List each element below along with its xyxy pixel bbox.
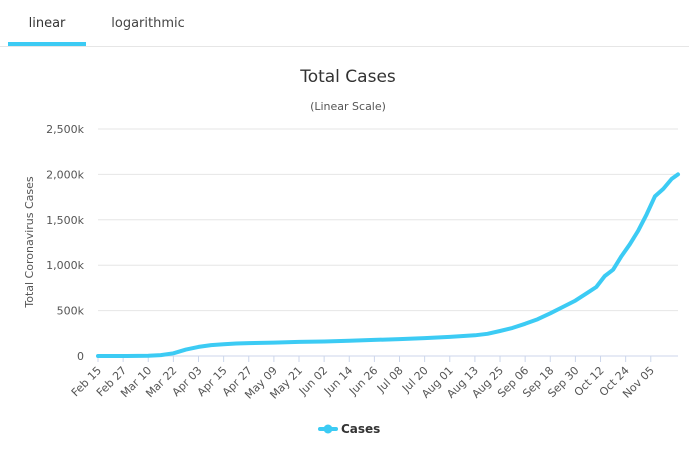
chart-scale-tabs: linear logarithmic xyxy=(0,0,689,47)
y-axis-label: Total Coronavirus Cases xyxy=(23,176,36,309)
series-line-cases xyxy=(96,172,680,358)
active-tab-indicator xyxy=(8,42,86,46)
legend[interactable]: Cases xyxy=(318,422,380,436)
y-tick-label: 2,000k xyxy=(46,168,84,181)
total-cases-chart: Total Cases (Linear Scale) 0 500k 1,000k 1,… xyxy=(23,67,680,436)
y-tick-label: 500k xyxy=(57,305,85,318)
y-tick-label: 1,500k xyxy=(46,214,84,227)
y-axis: 0 500k 1,000k 1,500k 2,000k 2,500k xyxy=(46,123,84,363)
gridlines xyxy=(98,128,678,357)
chart-title: Total Cases xyxy=(299,67,396,87)
y-tick-label: 1,000k xyxy=(46,259,84,272)
tab-logarithmic[interactable]: logarithmic xyxy=(111,16,185,31)
tab-linear[interactable]: linear xyxy=(28,16,66,31)
x-tick-label: Jul 08 xyxy=(374,364,406,396)
legend-cases-label[interactable]: Cases xyxy=(341,422,380,436)
y-tick-label: 0 xyxy=(77,350,84,363)
legend-cases-marker xyxy=(323,424,333,434)
series-cases[interactable] xyxy=(96,172,680,358)
chart-subtitle: (Linear Scale) xyxy=(310,100,386,113)
y-tick-label: 2,500k xyxy=(46,123,84,136)
